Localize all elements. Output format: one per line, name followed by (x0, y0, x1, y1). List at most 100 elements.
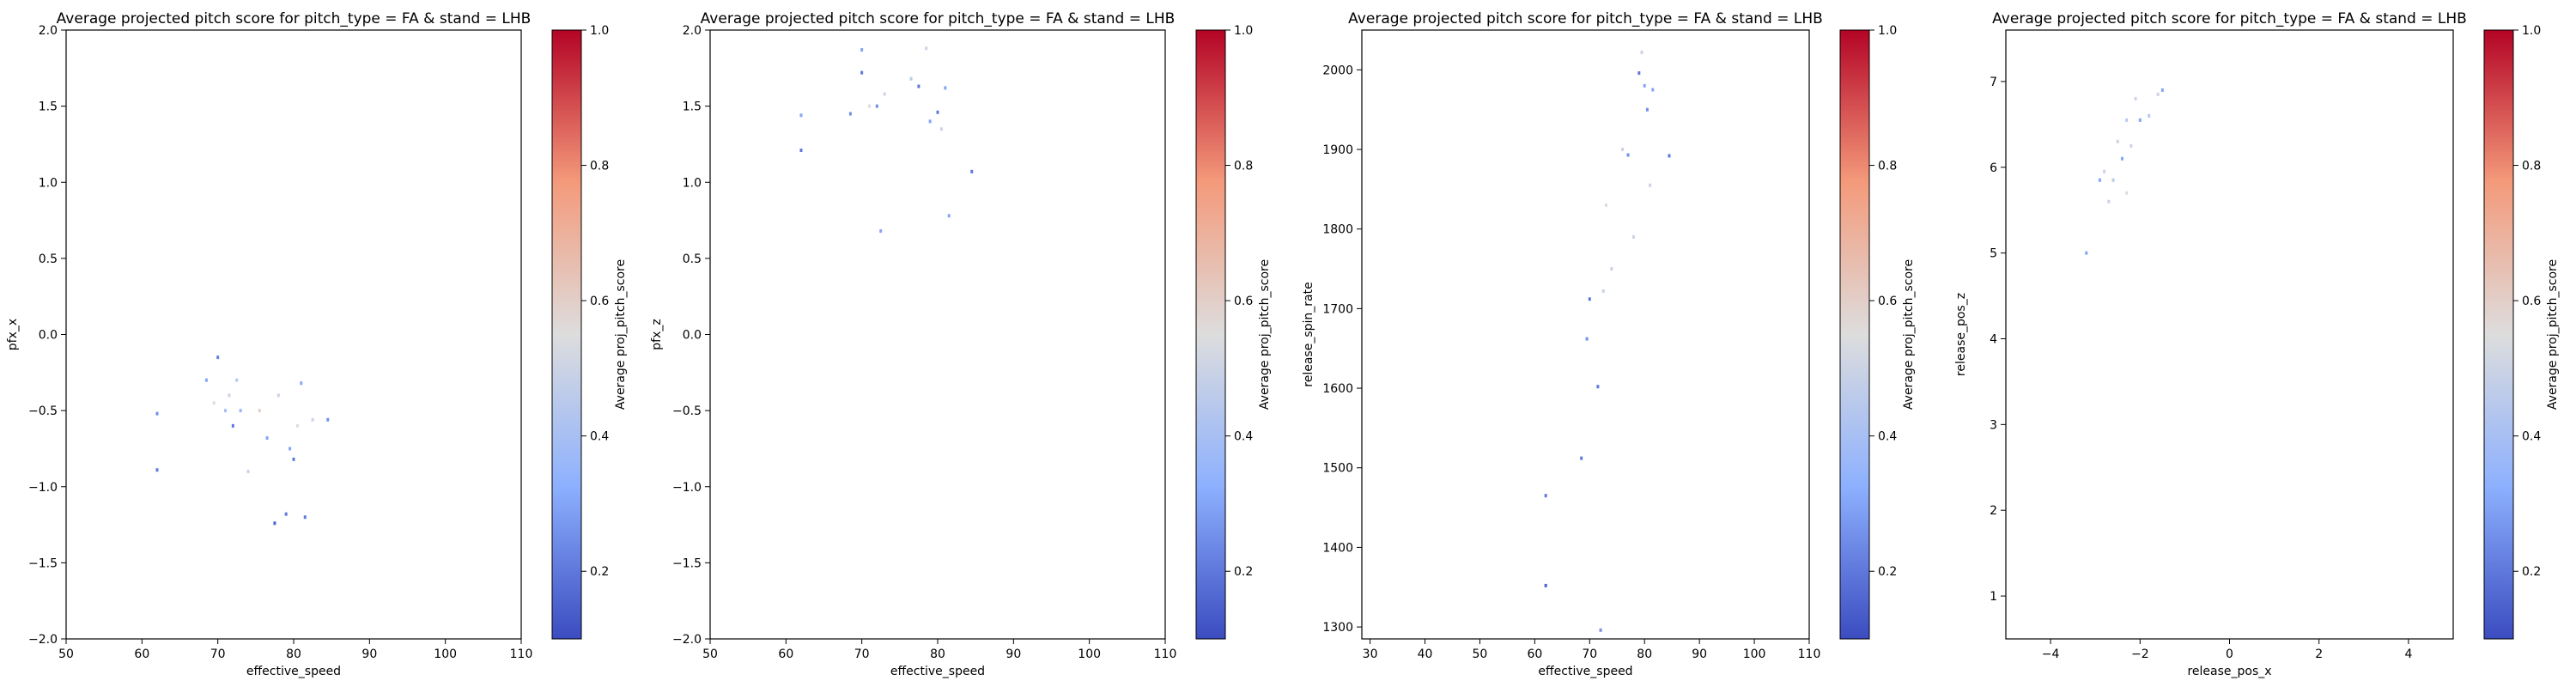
x-tick-label: 90 (1692, 647, 1707, 661)
colorbar (2483, 29, 2514, 640)
data-cell (1544, 494, 1547, 498)
data-cell (2111, 178, 2115, 182)
y-axis-label: release_spin_rate (1302, 282, 1315, 386)
y-tick-label: 0.5 (683, 252, 702, 266)
y-tick-label: 0.5 (39, 252, 58, 266)
colorbar-tick-label: 0.4 (2522, 430, 2541, 444)
y-tick-label: 7 (1990, 76, 1997, 89)
data-cell (2120, 156, 2123, 161)
y-tick-label: 2 (1990, 504, 1997, 518)
data-cell (276, 393, 280, 398)
data-cell (2085, 251, 2088, 255)
x-axis-label: effective_speed (890, 665, 985, 678)
data-cell (155, 468, 159, 472)
data-cell (284, 512, 288, 516)
y-tick-label: 1600 (1322, 382, 1353, 396)
y-tick-label: 1900 (1322, 143, 1353, 157)
data-cell (1596, 385, 1600, 389)
axes-frame (709, 29, 1166, 640)
chart-title: Average projected pitch score for pitch_… (57, 10, 532, 27)
x-tick-label: 2 (2315, 647, 2323, 661)
data-cell (879, 228, 883, 233)
y-tick-label: 1500 (1322, 462, 1353, 476)
data-cell (1631, 234, 1635, 239)
data-cell (155, 411, 159, 416)
data-cell (799, 113, 803, 118)
colorbar-tick-label: 1.0 (590, 24, 609, 38)
colorbar-tick-label: 0.6 (1234, 295, 1253, 308)
y-tick-label: −0.5 (672, 404, 702, 418)
data-cell (2107, 199, 2111, 204)
data-cell (2098, 178, 2101, 182)
data-cell (860, 48, 864, 52)
y-tick-label: 3 (1990, 418, 1997, 432)
colorbar-tick-label: 0.4 (1878, 430, 1897, 444)
chart-panel-1: Average projected pitch score for pitch_… (6, 10, 628, 678)
chart-panel-3: Average projected pitch score for pitch_… (1302, 10, 1916, 678)
colorbar-label: Average proj_pitch_score (1902, 259, 1916, 410)
x-tick-label: 110 (510, 647, 533, 661)
data-cell (224, 409, 227, 413)
x-tick-label: 80 (930, 647, 945, 661)
data-cell (273, 521, 276, 526)
x-tick-label: 70 (854, 647, 870, 661)
x-tick-label: 90 (1005, 647, 1021, 661)
data-cell (917, 84, 920, 88)
data-cell (1626, 153, 1630, 157)
axes-frame (2005, 29, 2454, 640)
data-cell (2156, 92, 2160, 96)
colorbar (1195, 29, 1226, 640)
data-cell (2134, 96, 2137, 100)
x-axis-label: effective_speed (246, 665, 341, 678)
y-tick-label: 2000 (1322, 64, 1353, 77)
colorbar-tick-label: 0.6 (1878, 295, 1897, 308)
x-tick-label: 80 (1637, 647, 1652, 661)
x-tick-label: 50 (702, 647, 718, 661)
y-tick-label: 0.0 (683, 329, 702, 343)
data-cell (868, 104, 871, 108)
y-tick-label: −2.0 (672, 633, 702, 647)
data-cell (2148, 113, 2151, 118)
y-tick-label: 1 (1990, 590, 1997, 604)
chart-panel-2: Average projected pitch score for pitch_… (650, 10, 1272, 678)
y-tick-label: −0.5 (28, 404, 58, 418)
data-cell (1604, 203, 1607, 207)
data-cell (303, 515, 307, 520)
data-cell (239, 409, 242, 413)
data-cell (311, 417, 314, 422)
x-tick-label: −4 (2042, 647, 2060, 661)
data-cell (970, 169, 974, 173)
data-cell (265, 436, 269, 441)
data-cell (2138, 118, 2142, 122)
axes-frame (65, 29, 522, 640)
data-cell (1585, 337, 1589, 341)
x-tick-label: 70 (210, 647, 226, 661)
data-cell (1651, 88, 1655, 92)
x-tick-label: 4 (2404, 647, 2412, 661)
x-tick-label: 60 (1527, 647, 1542, 661)
data-cell (1645, 107, 1649, 112)
x-tick-label: 100 (434, 647, 457, 661)
x-tick-label: 110 (1154, 647, 1177, 661)
chart-panel-4: Average projected pitch score for pitch_… (1954, 10, 2560, 678)
y-tick-label: 1800 (1322, 223, 1353, 237)
data-cell (204, 378, 208, 382)
data-cell (1588, 297, 1591, 301)
colorbar-label: Average proj_pitch_score (1258, 259, 1272, 410)
colorbar (1839, 29, 1870, 640)
y-tick-label: −1.0 (672, 481, 702, 495)
data-cell (939, 127, 943, 131)
colorbar-tick-label: 0.8 (1234, 160, 1253, 173)
x-tick-label: 110 (1798, 647, 1821, 661)
y-tick-label: 6 (1990, 161, 1997, 175)
colorbar-label: Average proj_pitch_score (614, 259, 628, 410)
data-cell (947, 214, 951, 218)
data-cell (300, 381, 303, 386)
colorbar-tick-label: 0.2 (1234, 565, 1253, 579)
data-cell (292, 457, 295, 461)
colorbar-tick-label: 0.4 (1234, 430, 1253, 444)
data-cell (1544, 583, 1547, 587)
data-cell (1610, 267, 1613, 271)
data-cell (326, 417, 330, 422)
